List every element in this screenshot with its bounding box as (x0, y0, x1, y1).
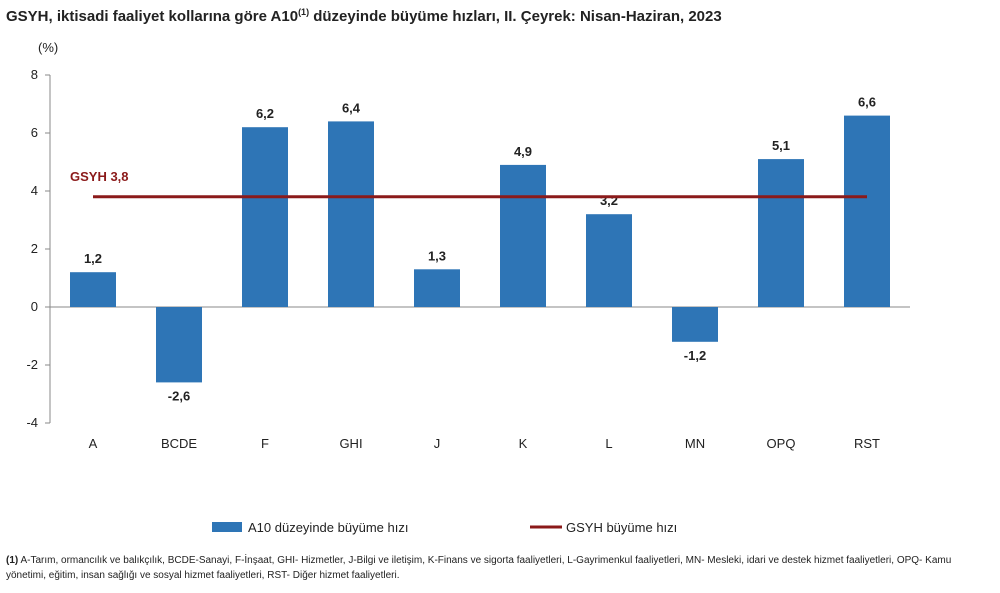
footnote-marker: (1) (6, 555, 19, 566)
data-label: 6,4 (342, 100, 361, 115)
bar (500, 164, 546, 307)
bar-chart: (%) -4 -2 0 2 4 6 8 1,2 A -2,6 BCDE 6,2 F 6,4 GHI 1,3 J 4,… (26, 40, 910, 535)
y-tick-label: 6 (31, 125, 38, 140)
y-tick-label: 8 (31, 67, 38, 82)
footnote: (1) A-Tarım, ormancılık ve balıkçılık, B… (6, 553, 991, 583)
bar (242, 127, 288, 307)
x-tick-label: A (89, 436, 98, 451)
y-tick-label: -2 (26, 357, 38, 372)
x-tick-label: GHI (339, 436, 362, 451)
data-label: 4,9 (514, 144, 532, 159)
bar (758, 159, 804, 307)
bar (70, 272, 116, 307)
x-tick-label: RST (854, 436, 880, 451)
data-label: -1,2 (684, 348, 706, 363)
y-tick-label: 2 (31, 241, 38, 256)
bar (414, 269, 460, 307)
data-label: 6,6 (858, 95, 876, 110)
x-tick-label: BCDE (161, 436, 197, 451)
x-tick-label: MN (685, 436, 705, 451)
x-tick-label: F (261, 436, 269, 451)
data-label: 5,1 (772, 138, 790, 153)
x-tick-label: K (519, 436, 528, 451)
chart-title: GSYH, iktisadi faaliyet kollarına göre A… (6, 7, 722, 25)
chart-title-footnote-ref: (1) (298, 7, 310, 17)
y-tick-label: 4 (31, 183, 38, 198)
bar (672, 307, 718, 342)
y-tick-label: 0 (31, 299, 38, 314)
data-label: 1,3 (428, 248, 446, 263)
data-label: 6,2 (256, 106, 274, 121)
chart-title-main: GSYH, iktisadi faaliyet kollarına göre A… (6, 8, 299, 25)
data-label: 1,2 (84, 251, 102, 266)
chart-title-rest: düzeyinde büyüme hızları, II. Çeyrek: Ni… (309, 8, 722, 25)
legend-swatch-bars (212, 522, 242, 532)
bar (156, 307, 202, 383)
bar (586, 214, 632, 307)
data-label: -2,6 (168, 388, 190, 403)
y-tick-label: -4 (26, 415, 38, 430)
x-tick-label: L (605, 436, 612, 451)
legend-label-bars: A10 düzeyinde büyüme hızı (248, 520, 408, 535)
footnote-text: A-Tarım, ormancılık ve balıkçılık, BCDE-… (6, 555, 952, 581)
y-axis-label: (%) (38, 40, 58, 55)
bar (328, 121, 374, 308)
legend-label-line: GSYH büyüme hızı (566, 520, 677, 535)
reference-line-label: GSYH 3,8 (70, 169, 129, 184)
x-tick-label: OPQ (767, 436, 796, 451)
x-tick-label: J (434, 436, 441, 451)
bar (844, 115, 890, 307)
